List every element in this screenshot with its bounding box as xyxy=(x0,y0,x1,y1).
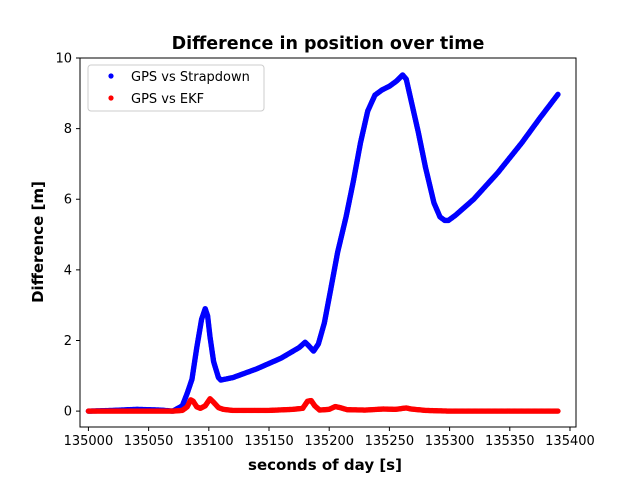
x-tick-label: 135000 xyxy=(64,434,114,449)
x-tick-label: 135300 xyxy=(425,434,475,449)
x-axis-label: seconds of day [s] xyxy=(248,456,402,474)
y-tick-label: 6 xyxy=(64,193,72,208)
x-axis: 135000 135050 135100 135150 135200 135250 1353… xyxy=(64,427,595,449)
legend-label-ekf: GPS vs EKF xyxy=(131,92,204,107)
series-ekf xyxy=(85,396,561,414)
legend-box xyxy=(87,64,265,112)
y-tick-label: 2 xyxy=(64,334,72,349)
x-tick-label: 135100 xyxy=(184,434,234,449)
y-tick-label: 10 xyxy=(55,52,72,67)
y-tick-label: 4 xyxy=(64,263,72,278)
data-point xyxy=(555,91,561,98)
x-tick-label: 135400 xyxy=(545,434,595,449)
chart-title: Difference in position over time xyxy=(172,34,485,54)
x-tick-label: 135250 xyxy=(365,434,415,449)
x-tick-label: 135050 xyxy=(124,434,174,449)
legend: GPS vs Strapdown GPS vs EKF xyxy=(87,64,265,112)
x-tick-label: 135350 xyxy=(485,434,535,449)
y-tick-label: 0 xyxy=(64,405,72,420)
x-tick-label: 135150 xyxy=(244,434,294,449)
data-point xyxy=(555,408,561,414)
plot-area xyxy=(85,72,561,414)
legend-marker-ekf xyxy=(108,95,114,101)
legend-marker-strapdown xyxy=(108,73,114,79)
y-axis-label: Difference [m] xyxy=(29,181,47,303)
y-axis: 0 2 4 6 8 10 xyxy=(55,52,80,420)
axes-frame xyxy=(79,57,577,428)
y-tick-label: 8 xyxy=(64,122,72,137)
x-tick-label: 135200 xyxy=(304,434,354,449)
legend-label-strapdown: GPS vs Strapdown xyxy=(131,70,250,85)
